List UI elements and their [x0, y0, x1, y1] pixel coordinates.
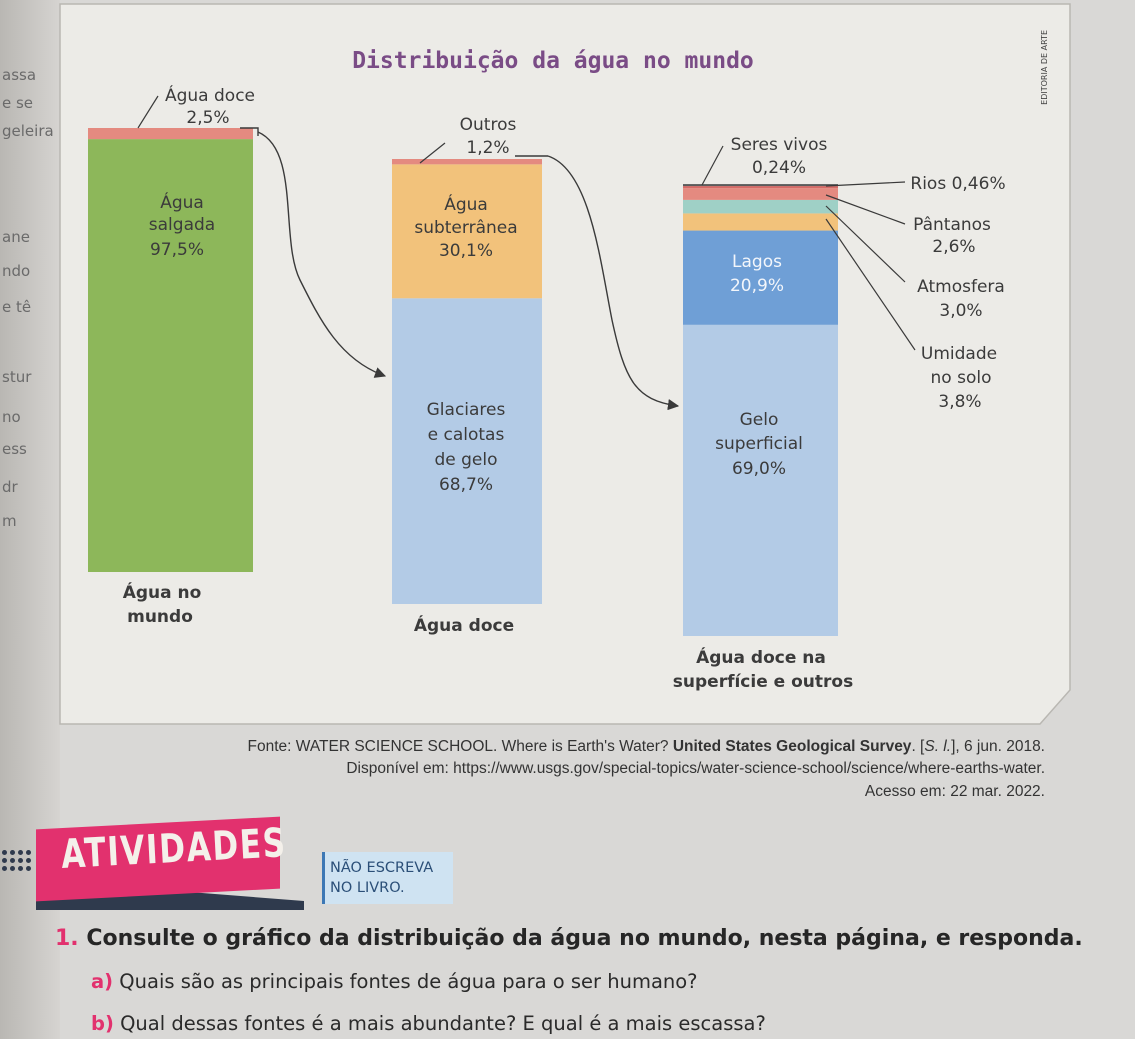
leader-atmosfera: [825, 205, 906, 283]
question-1a: a) Quais são as principais fontes de águ…: [91, 970, 698, 993]
source-publisher: United States Geological Survey: [672, 738, 912, 755]
leader-lines: [137, 95, 916, 351]
margin-fragment: assa: [2, 66, 37, 84]
leader-pantanos: [825, 194, 906, 225]
margin-fragment: e se: [2, 94, 34, 112]
question-1b: b) Qual dessas fontes é a mais abundante…: [91, 1012, 766, 1035]
source-place-post: ], 6 jun. 2018.: [951, 738, 1045, 755]
question-1a-letter: a): [91, 970, 114, 993]
arrow-outros: [547, 155, 680, 411]
label-seres-vivos-value: 0,24%: [752, 158, 806, 178]
caption-bar3-1: Água doce na: [696, 646, 826, 668]
label-salgada-1: Água: [160, 191, 204, 213]
label-agua-doce: Água doce: [165, 84, 255, 106]
label-umidade-1: Umidade: [921, 344, 997, 364]
margin-fragment: geleira: [2, 122, 54, 140]
caption-bar1-2: mundo: [127, 607, 193, 627]
bar-segment-seres-vivos: [683, 184, 838, 187]
bar-segment-glaciares-e-calotas-de-gelo: [392, 298, 542, 604]
label-seres-vivos: Seres vivos: [731, 135, 828, 155]
chart-labels: Água doce 2,5% Água salgada 97,5% Água n…: [123, 84, 1006, 692]
source-place: S. l.: [924, 738, 952, 755]
source-line-1: Fonte: WATER SCIENCE SCHOOL. Where is Ea…: [248, 738, 1045, 756]
label-glaciares-value: 68,7%: [439, 475, 493, 495]
chart-title: Distribuição da água no mundo: [352, 48, 754, 74]
label-rios: Rios 0,46%: [910, 174, 1005, 194]
margin-fragment: no: [2, 408, 21, 426]
leader-rios: [825, 181, 906, 187]
label-umidade-2: no solo: [931, 368, 992, 388]
nao-escreva-line1: NÃO ESCREVA: [330, 860, 434, 876]
bar-segment--gua-subterr-nea: [392, 164, 542, 299]
bar-segment-atmosfera: [683, 199, 838, 214]
source-line-2: Disponível em: https://www.usgs.gov/spec…: [346, 760, 1045, 777]
source-prefix: Fonte: WATER SCIENCE SCHOOL. Where is Ea…: [247, 738, 673, 755]
nao-escreva-text: NÃO ESCREVA NO LIVRO.: [330, 858, 450, 898]
label-glaciares-3: de gelo: [434, 450, 497, 470]
bar-segment-outros: [392, 159, 542, 165]
label-salgada-2: salgada: [149, 215, 215, 235]
source-place-pre: . [: [911, 738, 925, 755]
margin-fragment: m: [2, 512, 17, 530]
leader-umidade: [825, 218, 916, 351]
question-1-number: 1.: [55, 926, 79, 951]
bar-segment-lagos: [683, 230, 838, 325]
label-pantanos-value: 2,6%: [932, 237, 975, 257]
label-outros-value: 1,2%: [466, 138, 509, 158]
label-glaciares-2: e calotas: [428, 425, 505, 445]
editoria-credit: EDITORIA DE ARTE: [1040, 30, 1049, 105]
bar-segment--gua-doce: [88, 128, 253, 140]
bracket-agua-doce: [240, 127, 259, 136]
label-umidade-value: 3,8%: [938, 392, 981, 412]
label-lagos: Lagos: [732, 252, 782, 272]
source-line-3: Acesso em: 22 mar. 2022.: [864, 783, 1045, 800]
margin-fragment: stur: [2, 368, 32, 386]
bar-segment-gelo-superficial: [683, 324, 838, 636]
label-gelo-1: Gelo: [740, 410, 779, 430]
caption-bar1-1: Água no: [123, 581, 202, 603]
nao-escreva-line2: NO LIVRO.: [330, 880, 405, 896]
stacked-bar-2: [392, 159, 542, 604]
label-lagos-value: 20,9%: [730, 276, 784, 296]
question-1: 1. Consulte o gráfico da distribuição da…: [55, 926, 1083, 951]
label-subterranea-1: Água: [444, 193, 488, 215]
label-atmosfera-value: 3,0%: [939, 301, 982, 321]
question-1b-letter: b): [91, 1012, 114, 1035]
leader-seres-vivos: [701, 145, 724, 186]
label-gelo-value: 69,0%: [732, 459, 786, 479]
leader-outros: [419, 142, 446, 164]
nao-escreva-box: [322, 852, 453, 904]
stacked-bar-1: [88, 128, 253, 572]
margin-fragment: ndo: [2, 262, 31, 280]
label-subterranea-2: subterrânea: [414, 218, 517, 238]
caption-bar3-2: superfície e outros: [673, 672, 853, 692]
bars-layer: [88, 128, 838, 636]
margin-fragment: ane: [2, 228, 30, 246]
bar-segment-umidade-no-solo: [683, 213, 838, 231]
question-1b-text: Qual dessas fontes é a mais abundante? E…: [120, 1012, 766, 1035]
margin-fragment: dr: [2, 478, 18, 496]
caption-bar2: Água doce: [414, 614, 514, 636]
label-outros: Outros: [460, 115, 517, 135]
bar-segment-rios: [683, 186, 838, 189]
bar-segment--gua-salgada: [88, 139, 253, 572]
margin-fragment: ess: [2, 440, 27, 458]
connectors: [240, 127, 680, 411]
label-glaciares-1: Glaciares: [427, 400, 506, 420]
stacked-bar-3: [683, 184, 838, 636]
bar-segment-p-ntanos: [683, 188, 838, 200]
decorative-dots: [0, 848, 34, 882]
label-atmosfera: Atmosfera: [917, 277, 1005, 297]
label-agua-doce-value: 2,5%: [186, 108, 229, 128]
label-subterranea-value: 30,1%: [439, 241, 493, 261]
label-pantanos: Pântanos: [913, 215, 991, 235]
question-1a-text: Quais são as principais fontes de água p…: [119, 970, 698, 993]
question-1-text: Consulte o gráfico da distribuição da ág…: [86, 926, 1083, 951]
arrow-agua-doce: [257, 131, 387, 378]
label-gelo-2: superficial: [715, 434, 803, 454]
leader-agua-doce: [137, 95, 159, 129]
label-salgada-value: 97,5%: [150, 240, 204, 260]
margin-fragment: e tê: [2, 298, 32, 316]
